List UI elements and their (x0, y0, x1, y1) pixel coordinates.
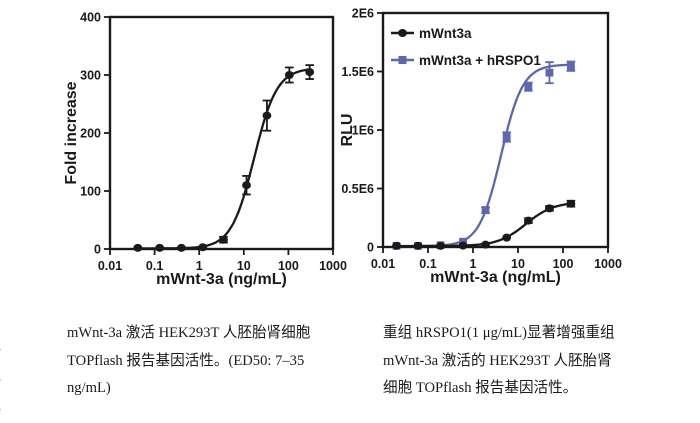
x-tick-label: 0.1 (146, 259, 163, 273)
caption-line: mWnt-3a 激活 HEK293T 人胚胎肾细胞 (67, 325, 311, 341)
cropped-text-fragment: , (0, 398, 8, 414)
x-tick-label: 100 (278, 259, 299, 273)
plot-frame (381, 11, 610, 249)
legend-circle-marker (398, 29, 407, 37)
caption-left: mWnt-3a 激活 HEK293T 人胚胎肾细胞 TOPflash 报告基因活… (67, 320, 367, 403)
data-point-square (481, 206, 490, 215)
y-tick-label: 1.5E6 (341, 65, 374, 79)
data-point-square (502, 133, 511, 141)
data-point-circle (133, 243, 143, 252)
y-tick-label: 300 (80, 69, 101, 83)
data-point-circle (198, 243, 208, 252)
y-tick-label: 100 (80, 185, 101, 199)
caption-right: 重组 hRSPO1(1 μg/mL)显著增强重组 mWnt-3a 激活的 HEK… (383, 320, 683, 403)
data-point-circle (481, 240, 490, 249)
caption-line: TOPflash 报告基因活性。(ED50: 7–35 (67, 352, 305, 369)
x-tick-label: 1 (470, 257, 477, 271)
x-tick-label: 1000 (594, 257, 622, 271)
data-point-circle (566, 199, 576, 208)
left-dose-response-chart: 0.01 0.1 1 10 100 1000 0 100 200 300 400 mWnt-3a (n… (63, 11, 347, 289)
fit-curve (396, 63, 571, 248)
caption-line: ng/mL) (67, 380, 111, 396)
legend-square-marker (398, 56, 407, 64)
y-axis-label: Fold increase (63, 81, 80, 184)
legend-label: mWnt3a + hRSPO1 (419, 53, 541, 68)
data-point-square (567, 62, 575, 71)
data-point-circle (155, 243, 165, 252)
data-point-circle (305, 68, 315, 77)
x-axis-label: mWnt-3a (ng/mL) (430, 269, 561, 286)
legend: mWnt3a mWnt3a + hRSPO1 (391, 26, 541, 68)
data-point-circle (242, 181, 251, 190)
y-axis-label: RLU (339, 114, 356, 147)
x-tick-label: 0.1 (419, 257, 436, 271)
y-tick-label: 0.5E6 (341, 182, 374, 196)
y-tick-label: 2E6 (352, 7, 374, 21)
series-mwnt3a (392, 199, 576, 250)
y-tick-label: 200 (80, 127, 101, 141)
data-point-circle (413, 241, 423, 250)
series-mwnt-3a (133, 64, 315, 252)
data-point-square (524, 82, 533, 91)
x-axis-label: mWnt-3a (ng/mL) (156, 271, 287, 288)
caption-line: mWnt-3a 激活的 HEK293T 人胚胎肾 (383, 352, 612, 369)
y-tick-label: 400 (80, 11, 101, 25)
plot-frame (108, 15, 335, 251)
caption-line: 重组 hRSPO1(1 μg/mL)显著增强重组 (383, 325, 615, 341)
x-tick-label: 0.01 (98, 259, 122, 273)
x-tick-label: 10 (237, 259, 251, 273)
data-point-circle (177, 243, 186, 252)
cropped-text-fragment: , (0, 368, 8, 384)
data-point-circle (284, 71, 294, 79)
series-mwnt3a-hrspo1 (392, 60, 576, 250)
data-point-circle (262, 111, 272, 120)
data-point-square (545, 68, 554, 77)
x-tick-label: 0.01 (371, 257, 395, 271)
right-dose-response-chart: 0.01 0.1 1 10 100 1000 0 0.5E6 1E6 1.5E6 2E6 mWnt-3… (339, 7, 622, 287)
y-tick-label: 1E6 (352, 124, 374, 138)
fit-curve (137, 68, 310, 250)
data-point-circle (545, 204, 554, 213)
data-point-circle (392, 241, 401, 250)
data-point-circle (436, 241, 445, 250)
data-point-circle (219, 235, 228, 244)
data-point-circle (458, 241, 468, 250)
cropped-text-fragment: , (0, 338, 8, 354)
data-point-circle (523, 216, 533, 225)
caption-line: 细胞 TOPflash 报告基因活性。 (383, 380, 578, 396)
x-tick-label: 1000 (319, 259, 347, 273)
y-tick-label: 0 (367, 241, 374, 255)
x-tick-label: 10 (511, 257, 525, 271)
x-tick-label: 100 (553, 257, 574, 271)
data-point-circle (502, 233, 512, 242)
x-tick-label: 1 (196, 259, 203, 273)
legend-label: mWnt3a (419, 26, 472, 41)
y-tick-label: 0 (94, 243, 101, 257)
